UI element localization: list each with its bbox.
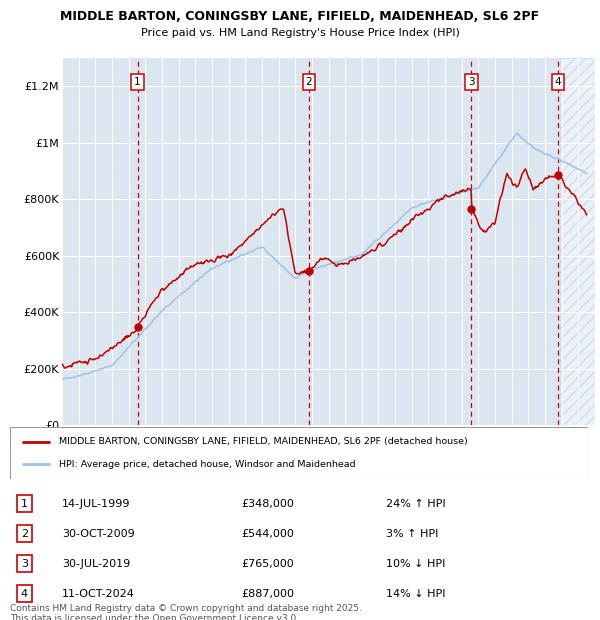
Text: 30-OCT-2009: 30-OCT-2009 bbox=[62, 529, 135, 539]
Text: 3: 3 bbox=[21, 559, 28, 569]
Text: 10% ↓ HPI: 10% ↓ HPI bbox=[386, 559, 445, 569]
Text: £765,000: £765,000 bbox=[241, 559, 294, 569]
Text: £348,000: £348,000 bbox=[241, 498, 294, 508]
Text: 14-JUL-1999: 14-JUL-1999 bbox=[62, 498, 131, 508]
Text: MIDDLE BARTON, CONINGSBY LANE, FIFIELD, MAIDENHEAD, SL6 2PF (detached house): MIDDLE BARTON, CONINGSBY LANE, FIFIELD, … bbox=[59, 437, 468, 446]
Text: 2: 2 bbox=[305, 77, 313, 87]
Text: MIDDLE BARTON, CONINGSBY LANE, FIFIELD, MAIDENHEAD, SL6 2PF: MIDDLE BARTON, CONINGSBY LANE, FIFIELD, … bbox=[61, 10, 539, 23]
Text: 11-OCT-2024: 11-OCT-2024 bbox=[62, 588, 135, 598]
Text: 3% ↑ HPI: 3% ↑ HPI bbox=[386, 529, 438, 539]
Text: £544,000: £544,000 bbox=[241, 529, 294, 539]
Text: 24% ↑ HPI: 24% ↑ HPI bbox=[386, 498, 445, 508]
Text: HPI: Average price, detached house, Windsor and Maidenhead: HPI: Average price, detached house, Wind… bbox=[59, 460, 356, 469]
Text: Price paid vs. HM Land Registry's House Price Index (HPI): Price paid vs. HM Land Registry's House … bbox=[140, 28, 460, 38]
Text: £887,000: £887,000 bbox=[241, 588, 294, 598]
Bar bbox=[560, 58, 595, 425]
Text: 14% ↓ HPI: 14% ↓ HPI bbox=[386, 588, 445, 598]
Text: 30-JUL-2019: 30-JUL-2019 bbox=[62, 559, 130, 569]
Text: 4: 4 bbox=[21, 588, 28, 598]
Text: Contains HM Land Registry data © Crown copyright and database right 2025.
This d: Contains HM Land Registry data © Crown c… bbox=[10, 604, 362, 620]
Text: 2: 2 bbox=[21, 529, 28, 539]
Text: 4: 4 bbox=[555, 77, 562, 87]
Text: 1: 1 bbox=[134, 77, 141, 87]
Text: 3: 3 bbox=[468, 77, 475, 87]
Text: 1: 1 bbox=[21, 498, 28, 508]
